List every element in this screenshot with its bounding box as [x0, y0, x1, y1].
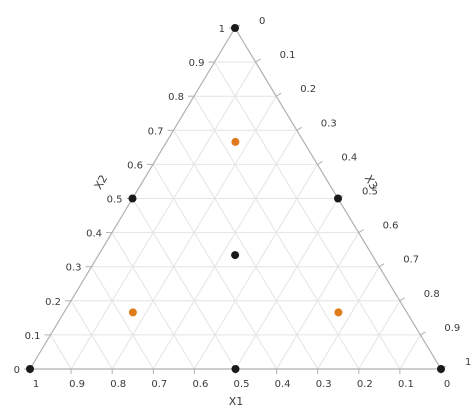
x3-tick-mark: [399, 297, 406, 302]
x3-tick-label: 0.8: [424, 289, 440, 300]
data-points: [26, 24, 445, 373]
x1-tick-label: 0.1: [398, 379, 414, 390]
x2-tick-label: 0.3: [66, 263, 82, 274]
grid-line: [173, 130, 319, 370]
data-point: [231, 24, 239, 32]
x1-tick-label: 0.4: [275, 379, 291, 390]
x2-tick-label: 0.8: [168, 92, 184, 103]
x3-tick-label: 0.7: [403, 255, 419, 266]
data-point: [231, 251, 240, 260]
x1-tick-label: 1: [33, 379, 39, 390]
x3-tick-label: 1: [465, 357, 471, 368]
x3-tick-mark: [296, 126, 303, 131]
x3-tick-label: 0.3: [321, 118, 337, 129]
x2-tick-label: 0.4: [86, 229, 102, 240]
x3-tick-mark: [358, 229, 364, 234]
grid-line: [399, 334, 421, 370]
x2-tick-label: 0.9: [189, 58, 205, 69]
x2-axis-title: X2: [92, 173, 111, 192]
x3-tick-label: 0.1: [280, 50, 296, 61]
x1-tick-label: 0.2: [357, 379, 373, 390]
x3-tick-mark: [317, 160, 323, 165]
x3-tick-label: 0.4: [341, 152, 357, 163]
grid-line: [358, 300, 401, 370]
x2-tick-label: 0.2: [45, 297, 61, 308]
grid-line: [70, 300, 113, 370]
x2-tick-label: 0.5: [107, 195, 123, 206]
tick-labels: 1 0.9 0.8 0.7 0.6 0.5 0.4 0.3 0.2 0.1 0 0 0.1 0.2 0.3 0…: [14, 16, 472, 390]
data-point: [334, 308, 343, 317]
data-point: [128, 194, 137, 203]
grid-line: [152, 130, 298, 370]
x2-tick-label: 0.7: [148, 126, 164, 137]
x3-tick-label: 0.6: [383, 221, 399, 232]
data-point: [334, 194, 342, 203]
data-point: [437, 365, 445, 373]
grid-line: [276, 232, 360, 370]
x2-tick-label: 0.1: [25, 331, 41, 342]
x3-tick-mark: [420, 331, 426, 336]
x3-tick-mark: [378, 263, 385, 268]
grid-line: [235, 198, 339, 370]
x1-tick-label: 0.8: [110, 379, 126, 390]
x3-tick-label: 0.5: [362, 187, 378, 198]
x2-tick-label: 0.6: [127, 160, 143, 171]
data-point: [231, 137, 240, 146]
x3-tick-mark: [255, 58, 261, 63]
x1-tick-label: 0: [444, 379, 450, 390]
x1-tick-label: 0.5: [234, 379, 250, 390]
x3-tick-label: 0.9: [444, 323, 460, 334]
x1-tick-label: 0.6: [192, 379, 208, 390]
x1-tick-label: 0.7: [151, 379, 167, 390]
x1-tick-label: 0.3: [316, 379, 332, 390]
grid-line: [317, 266, 380, 370]
grid-line: [50, 334, 72, 370]
grid-line: [91, 266, 154, 370]
x2-tick-label: 1: [219, 24, 225, 35]
x2-tick-label: 0: [14, 365, 20, 376]
grid-line: [70, 61, 257, 370]
x3-axis-title: X3: [362, 173, 381, 192]
grid: [50, 61, 421, 370]
data-point: [231, 365, 240, 373]
grid-line: [132, 198, 236, 370]
grid-line: [111, 232, 195, 370]
data-point: [26, 365, 34, 373]
data-point: [128, 308, 137, 317]
x1-axis-title: X1: [229, 395, 244, 408]
x3-tick-mark: [275, 92, 282, 97]
grid-line: [214, 61, 401, 370]
x1-tick-label: 0.9: [69, 379, 85, 390]
x3-tick-label: 0: [259, 16, 265, 27]
x3-tick-label: 0.2: [300, 84, 316, 95]
